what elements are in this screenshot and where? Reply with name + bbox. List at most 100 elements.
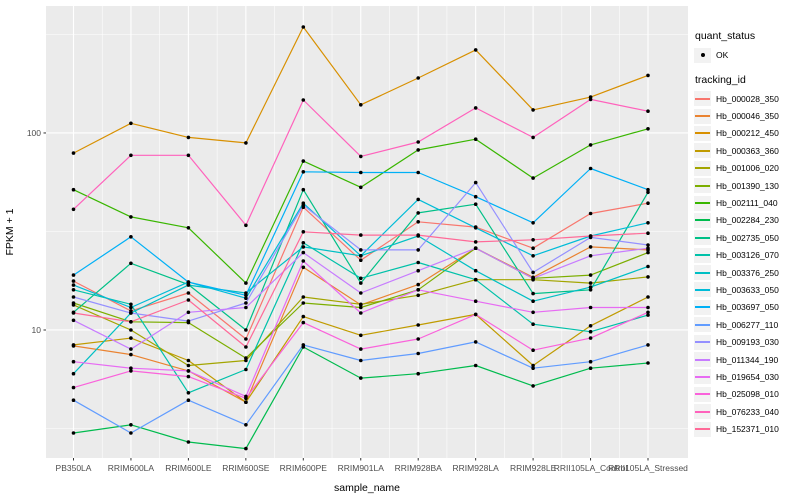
data-point-Hb_025098_010-RRIM600LE[interactable] bbox=[186, 374, 191, 379]
data-point-Hb_003376_250-RRII105LA_Stressed[interactable] bbox=[646, 264, 650, 269]
data-point-Hb_076233_040-RRIM600SE[interactable] bbox=[244, 223, 248, 228]
data-point-Hb_000363_360-RRIM928LE[interactable] bbox=[531, 363, 535, 368]
data-point-Hb_003697_050-RRIM600LA[interactable] bbox=[129, 235, 133, 239]
data-point-Hb_001390_130-RRIM901LA[interactable] bbox=[359, 305, 363, 310]
legend-item-Hb_002735_050[interactable]: Hb_002735_050 bbox=[694, 229, 779, 246]
legend-item-Hb_000363_360[interactable]: Hb_000363_360 bbox=[694, 142, 779, 159]
legend-item-Hb_003697_050[interactable]: Hb_003697_050 bbox=[694, 299, 779, 316]
data-point-Hb_000028_350-RRIM901LA[interactable] bbox=[359, 258, 363, 263]
data-point-Hb_076233_040-RRII105LA_Stressed[interactable] bbox=[646, 109, 650, 113]
data-point-Hb_025098_010-RRIM901LA[interactable] bbox=[359, 347, 363, 351]
data-point-Hb_011344_190-RRII105LA_Stressed[interactable] bbox=[646, 246, 650, 250]
data-point-Hb_076233_040-RRIM600PE[interactable] bbox=[301, 98, 306, 102]
data-point-Hb_001006_020-RRII105LA_Control[interactable] bbox=[588, 281, 593, 285]
data-point-Hb_001006_020-RRIM901LA[interactable] bbox=[359, 302, 363, 307]
data-point-Hb_025098_010-RRII105LA_Control[interactable] bbox=[588, 336, 593, 340]
data-point-Hb_003697_050-RRIM928LE[interactable] bbox=[531, 221, 535, 225]
data-point-Hb_002111_040-RRIM600LA[interactable] bbox=[129, 215, 133, 219]
data-point-Hb_003633_050-RRII105LA_Stressed[interactable] bbox=[646, 221, 650, 225]
legend-item-Hb_000028_350[interactable]: Hb_000028_350 bbox=[694, 90, 779, 107]
data-point-Hb_006277_110-PB350LA[interactable] bbox=[71, 398, 76, 403]
legend-item-Hb_001390_130[interactable]: Hb_001390_130 bbox=[694, 177, 779, 194]
data-point-Hb_009193_030-RRIM600LA[interactable] bbox=[129, 311, 133, 315]
legend-item-Hb_076233_040[interactable]: Hb_076233_040 bbox=[694, 403, 779, 420]
data-point-Hb_002111_040-RRIM928BA[interactable] bbox=[416, 148, 421, 152]
data-point-Hb_002735_050-RRIM600SE[interactable] bbox=[244, 328, 248, 332]
data-point-Hb_076233_040-RRIM928LA[interactable] bbox=[473, 106, 478, 110]
data-point-Hb_000212_450-RRIM600PE[interactable] bbox=[301, 25, 306, 29]
data-point-Hb_003697_050-RRIM600LE[interactable] bbox=[186, 280, 191, 284]
data-point-Hb_002284_230-RRIM928LA[interactable] bbox=[473, 363, 478, 368]
data-point-Hb_006277_110-RRIM600LA[interactable] bbox=[129, 431, 133, 435]
data-point-Hb_002735_050-RRII105LA_Stressed[interactable] bbox=[646, 190, 650, 195]
legend-item-Hb_003126_070[interactable]: Hb_003126_070 bbox=[694, 247, 779, 264]
data-point-Hb_152371_010-RRII105LA_Stressed[interactable] bbox=[646, 231, 650, 235]
legend-item-Hb_006277_110[interactable]: Hb_006277_110 bbox=[694, 316, 779, 333]
data-point-Hb_152371_010-RRII105LA_Control[interactable] bbox=[588, 234, 593, 238]
data-point-Hb_076233_040-RRIM600LA[interactable] bbox=[129, 153, 133, 158]
data-point-Hb_002735_050-RRIM600PE[interactable] bbox=[301, 187, 306, 192]
data-point-Hb_003633_050-RRIM928LA[interactable] bbox=[473, 226, 478, 230]
data-point-Hb_000212_450-RRIM600SE[interactable] bbox=[244, 141, 248, 145]
data-point-Hb_152371_010-RRIM600LA[interactable] bbox=[129, 320, 133, 324]
data-point-Hb_003697_050-RRIM928LA[interactable] bbox=[473, 194, 478, 199]
data-point-Hb_009193_030-RRIM901LA[interactable] bbox=[359, 248, 363, 252]
legend-item-Hb_025098_010[interactable]: Hb_025098_010 bbox=[694, 386, 779, 403]
data-point-Hb_003697_050-PB350LA[interactable] bbox=[71, 273, 76, 277]
data-point-Hb_003376_250-PB350LA[interactable] bbox=[71, 371, 76, 376]
data-point-Hb_003376_250-RRIM600LE[interactable] bbox=[186, 283, 191, 287]
data-point-Hb_009193_030-RRIM928BA[interactable] bbox=[416, 248, 421, 252]
data-point-Hb_011344_190-RRIM901LA[interactable] bbox=[359, 291, 363, 295]
data-point-Hb_011344_190-RRIM928LE[interactable] bbox=[531, 276, 535, 281]
data-point-Hb_011344_190-RRIM600PE[interactable] bbox=[301, 250, 306, 255]
data-point-Hb_001006_020-RRIM600LE[interactable] bbox=[186, 363, 191, 368]
data-point-Hb_000212_450-RRIM600LE[interactable] bbox=[186, 135, 191, 140]
legend-item-Hb_000046_350[interactable]: Hb_000046_350 bbox=[694, 107, 779, 124]
data-point-Hb_025098_010-RRIM600SE[interactable] bbox=[244, 396, 248, 401]
data-point-Hb_003633_050-RRIM928BA[interactable] bbox=[416, 197, 421, 202]
data-point-Hb_000212_450-RRIM928LA[interactable] bbox=[473, 48, 478, 52]
data-point-Hb_000028_350-RRIM928BA[interactable] bbox=[416, 220, 421, 224]
data-point-Hb_002284_230-PB350LA[interactable] bbox=[71, 431, 76, 435]
data-point-Hb_001390_130-RRIM600SE[interactable] bbox=[244, 356, 248, 360]
data-point-Hb_001390_130-PB350LA[interactable] bbox=[71, 301, 76, 305]
data-point-Hb_000363_360-RRII105LA_Stressed[interactable] bbox=[646, 295, 650, 299]
data-point-Hb_003376_250-RRIM928LA[interactable] bbox=[473, 268, 478, 273]
data-point-Hb_003126_070-RRIM600PE[interactable] bbox=[301, 241, 306, 245]
data-point-Hb_002284_230-RRII105LA_Control[interactable] bbox=[588, 366, 593, 371]
data-point-Hb_076233_040-RRIM600LE[interactable] bbox=[186, 153, 191, 158]
data-point-Hb_001390_130-RRIM600PE[interactable] bbox=[301, 301, 306, 305]
data-point-Hb_019654_030-RRIM600PE[interactable] bbox=[301, 259, 306, 263]
data-point-Hb_019654_030-RRII105LA_Control[interactable] bbox=[588, 305, 593, 310]
data-point-Hb_002111_040-PB350LA[interactable] bbox=[71, 187, 76, 192]
data-point-Hb_000363_360-RRII105LA_Control[interactable] bbox=[588, 324, 593, 328]
data-point-Hb_000212_450-RRIM901LA[interactable] bbox=[359, 103, 363, 107]
data-point-Hb_000363_360-RRIM901LA[interactable] bbox=[359, 333, 363, 338]
data-point-Hb_019654_030-RRIM600LA[interactable] bbox=[129, 366, 133, 371]
data-point-Hb_000212_450-RRII105LA_Stressed[interactable] bbox=[646, 73, 650, 78]
data-point-Hb_011344_190-RRIM928BA[interactable] bbox=[416, 268, 421, 273]
legend-item-Hb_002284_230[interactable]: Hb_002284_230 bbox=[694, 212, 779, 229]
data-point-Hb_009193_030-PB350LA[interactable] bbox=[71, 295, 76, 299]
data-point-Hb_019654_030-RRII105LA_Stressed[interactable] bbox=[646, 305, 650, 310]
data-point-Hb_002284_230-RRIM600LE[interactable] bbox=[186, 440, 191, 444]
data-point-Hb_000028_350-RRII105LA_Stressed[interactable] bbox=[646, 201, 650, 205]
data-point-Hb_002111_040-RRIM600LE[interactable] bbox=[186, 226, 191, 230]
data-point-Hb_006277_110-RRIM600PE[interactable] bbox=[301, 343, 306, 347]
data-point-Hb_076233_040-RRIM901LA[interactable] bbox=[359, 154, 363, 159]
data-point-Hb_002284_230-RRII105LA_Stressed[interactable] bbox=[646, 361, 650, 365]
data-point-Hb_152371_010-RRIM600SE[interactable] bbox=[244, 345, 248, 349]
data-point-Hb_000212_450-RRIM928BA[interactable] bbox=[416, 76, 421, 80]
data-point-Hb_002111_040-RRIM600SE[interactable] bbox=[244, 281, 248, 285]
data-point-Hb_025098_010-RRIM928BA[interactable] bbox=[416, 337, 421, 341]
data-point-Hb_152371_010-RRIM901LA[interactable] bbox=[359, 233, 363, 237]
legend-item-Hb_001006_020[interactable]: Hb_001006_020 bbox=[694, 160, 779, 177]
data-point-Hb_001006_020-RRII105LA_Stressed[interactable] bbox=[646, 275, 650, 279]
data-point-Hb_076233_040-RRIM928BA[interactable] bbox=[416, 140, 421, 144]
data-point-Hb_019654_030-PB350LA[interactable] bbox=[71, 359, 76, 364]
data-point-Hb_011344_190-PB350LA[interactable] bbox=[71, 318, 76, 323]
data-point-Hb_003633_050-RRIM901LA[interactable] bbox=[359, 254, 363, 258]
data-point-Hb_006277_110-RRIM928LA[interactable] bbox=[473, 340, 478, 344]
data-point-Hb_000046_350-RRIM928BA[interactable] bbox=[416, 282, 421, 287]
data-point-Hb_001006_020-RRIM928BA[interactable] bbox=[416, 293, 421, 298]
